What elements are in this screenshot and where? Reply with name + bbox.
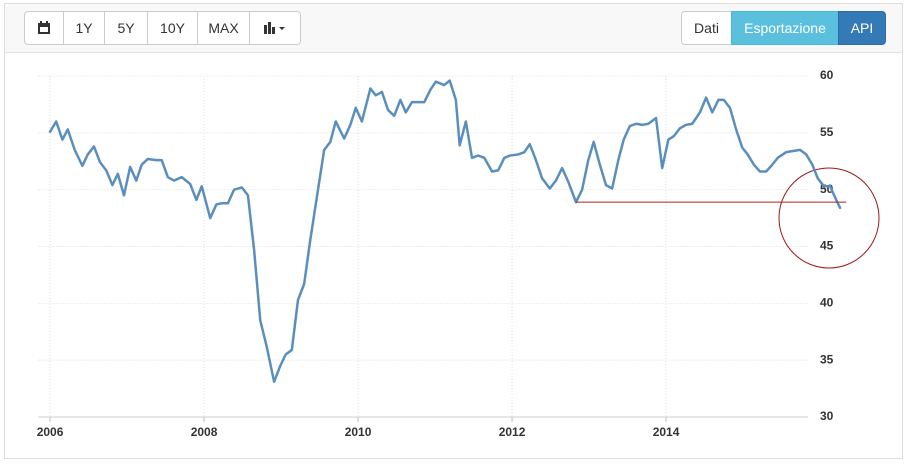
range-group: 1Y 5Y 10Y MAX [24, 11, 301, 45]
range-button[interactable]: 10Y [147, 11, 198, 45]
calendar-button[interactable] [24, 11, 64, 45]
y-tick-label: 40 [820, 296, 834, 310]
widget: 1Y 5Y 10Y MAX Dati Esportazione API [4, 3, 903, 459]
toolbar: 1Y 5Y 10Y MAX Dati Esportazione API [5, 4, 902, 53]
y-tick-label: 60 [820, 68, 834, 82]
x-tick-label: 2014 [653, 425, 680, 439]
calendar-icon [38, 21, 50, 34]
chart-type-icon [264, 22, 285, 34]
y-tick-label: 30 [820, 409, 834, 423]
range-button[interactable]: 5Y [104, 11, 148, 45]
y-tick-label: 45 [820, 239, 834, 253]
x-tick-label: 2008 [191, 425, 218, 439]
view-group: Dati Esportazione API [681, 11, 886, 45]
range-button[interactable]: MAX [197, 11, 250, 45]
highlight-circle [778, 167, 880, 269]
view-button[interactable]: Dati [681, 11, 732, 45]
x-tick-label: 2012 [499, 425, 526, 439]
view-button[interactable]: Esportazione [731, 11, 839, 45]
y-tick-label: 35 [820, 352, 834, 366]
x-tick-label: 2010 [345, 425, 372, 439]
x-tick-label: 2006 [37, 425, 64, 439]
y-tick-label: 55 [820, 125, 834, 139]
chart-type-button[interactable] [249, 11, 301, 45]
data-line [48, 79, 842, 384]
view-button[interactable]: API [838, 11, 886, 45]
